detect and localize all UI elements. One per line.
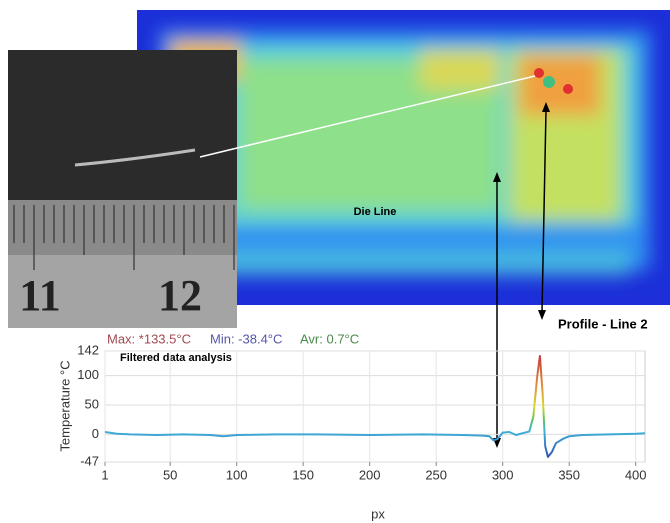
- ruler-label: 11: [19, 271, 61, 320]
- y-tick-label: 142: [77, 342, 99, 357]
- ruler-label: 12: [158, 271, 202, 320]
- x-tick-label: 1: [101, 467, 108, 482]
- stat-max: Max: *133.5°C: [107, 331, 191, 346]
- x-tick-label: 400: [625, 467, 647, 482]
- y-tick-label: -47: [80, 453, 99, 468]
- x-tick-label: 100: [226, 467, 248, 482]
- x-tick-label: 50: [163, 467, 177, 482]
- die-line-label: Die Line: [354, 206, 397, 218]
- x-tick-label: 250: [425, 467, 447, 482]
- y-axis-label: Temperature °C: [57, 360, 72, 451]
- x-tick-label: 300: [492, 467, 514, 482]
- x-tick-label: 350: [558, 467, 580, 482]
- x-tick-label: 200: [359, 467, 381, 482]
- figure: 11 12 Die Line Profile - Line 2 Max: *13…: [0, 0, 670, 523]
- y-tick-label: 0: [92, 426, 99, 441]
- x-axis-label: px: [371, 506, 385, 521]
- stat-avr: Avr: 0.7°C: [300, 331, 359, 346]
- profile-label: Profile - Line 2: [558, 316, 648, 331]
- x-tick-label: 150: [292, 467, 314, 482]
- stat-min: Min: -38.4°C: [210, 331, 282, 346]
- data-line: [105, 356, 645, 457]
- y-tick-label: 100: [77, 367, 99, 382]
- plot-frame: [105, 351, 645, 462]
- chart-note: Filtered data analysis: [120, 352, 232, 364]
- photo: 11 12: [8, 50, 237, 328]
- y-tick-label: 50: [85, 396, 99, 411]
